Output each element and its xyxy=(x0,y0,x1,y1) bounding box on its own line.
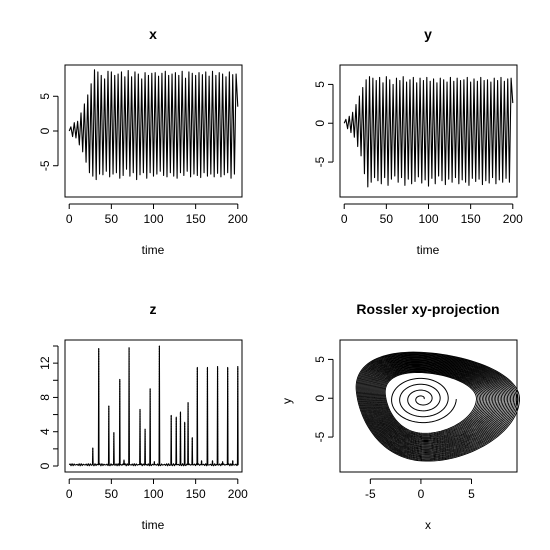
series-line xyxy=(68,69,239,181)
x-tick-label: 50 xyxy=(105,487,119,501)
attractor-loop xyxy=(378,367,486,440)
inner-spiral xyxy=(391,377,457,424)
x-tick-label: 150 xyxy=(186,212,206,226)
attractor-loop xyxy=(363,357,509,454)
x-tick-label: 200 xyxy=(503,212,523,226)
y-tick-label: 4 xyxy=(38,428,52,435)
x-tick-label: 0 xyxy=(66,487,73,501)
x-tick-label: 200 xyxy=(228,487,248,501)
y-tick-label: 0 xyxy=(38,462,52,469)
x-tick-label: -5 xyxy=(365,487,376,501)
attractor-loop xyxy=(375,365,491,443)
attractor-loop xyxy=(366,359,504,452)
x-tick-label: 100 xyxy=(418,212,438,226)
y-tick-label: 5 xyxy=(313,356,327,363)
attractor-loop xyxy=(361,355,512,456)
attractor-loop xyxy=(359,354,515,458)
x-tick-label: 50 xyxy=(105,212,119,226)
attractor-loop xyxy=(364,357,507,453)
plot-frame xyxy=(64,339,243,473)
chart-title: Rossler xy-projection xyxy=(356,301,499,317)
plot-frame xyxy=(339,64,518,198)
y-tick-label: 0 xyxy=(313,395,327,402)
y-tick-label: 8 xyxy=(38,394,52,401)
attractor-loop xyxy=(377,367,488,441)
attractor-loop xyxy=(362,356,510,455)
attractor-loop xyxy=(376,366,489,442)
x-tick-label: 5 xyxy=(468,487,475,501)
x-tick-label: 0 xyxy=(341,212,348,226)
attractor-loop xyxy=(383,371,479,435)
series-line xyxy=(343,76,514,188)
y-tick-label: -5 xyxy=(313,156,327,167)
x-axis-label: time xyxy=(417,243,440,257)
attractor-loop xyxy=(371,362,497,447)
y-tick-label: 0 xyxy=(313,120,327,127)
y-tick-label: 12 xyxy=(38,356,52,370)
x-tick-label: 200 xyxy=(228,212,248,226)
y-tick-label: 5 xyxy=(38,93,52,100)
y-tick-label: -5 xyxy=(38,160,52,171)
attractor-loop xyxy=(358,353,516,459)
y-tick-label: 0 xyxy=(38,127,52,134)
x-tick-label: 50 xyxy=(380,212,394,226)
attractor-loop xyxy=(381,369,482,437)
attractor-loop xyxy=(373,364,494,445)
attractor-loop xyxy=(357,353,518,460)
panel-z-timeseries: z time 0 50 100 150 200 0 4 8 12 xyxy=(38,301,248,532)
attractor-loop xyxy=(372,363,495,446)
y-tick-label: -5 xyxy=(313,431,327,442)
y-tick-label: 5 xyxy=(313,81,327,88)
attractor-loop xyxy=(368,360,501,450)
x-axis-label: time xyxy=(142,243,165,257)
x-axis-label: time xyxy=(142,518,165,532)
x-tick-label: 100 xyxy=(143,487,163,501)
attractor-loop xyxy=(369,361,500,449)
attractor-loop xyxy=(374,365,492,444)
attractor-loop xyxy=(367,360,503,451)
attractor-loop xyxy=(384,372,477,434)
panel-x-timeseries: x time 0 50 100 150 200 -5 0 5 xyxy=(38,26,248,257)
panel-xy-projection: Rossler xy-projection x y -5 0 5 -5 0 5 xyxy=(280,301,520,532)
chart-title: y xyxy=(424,26,432,42)
x-tick-label: 150 xyxy=(461,212,481,226)
attractor-loop xyxy=(356,352,519,461)
attractor-loop xyxy=(370,362,498,448)
y-axis-label: y xyxy=(280,398,294,404)
x-tick-label: 0 xyxy=(418,487,425,501)
plot-frame xyxy=(64,64,243,198)
x-tick-label: 100 xyxy=(143,212,163,226)
attractor-loop xyxy=(365,358,506,452)
series-line xyxy=(68,345,239,467)
x-tick-label: 0 xyxy=(66,212,73,226)
attractor-loop xyxy=(380,369,483,438)
chart-title: z xyxy=(150,301,157,317)
attractor-loop xyxy=(360,355,513,457)
x-tick-label: 150 xyxy=(186,487,206,501)
attractor-loop xyxy=(379,368,485,439)
panel-y-timeseries: y time 0 50 100 150 200 -5 0 5 xyxy=(313,26,523,257)
chart-title: x xyxy=(149,26,157,42)
x-axis-label: x xyxy=(425,518,431,532)
attractor-loop xyxy=(355,351,520,462)
attractor-loop xyxy=(382,370,480,436)
